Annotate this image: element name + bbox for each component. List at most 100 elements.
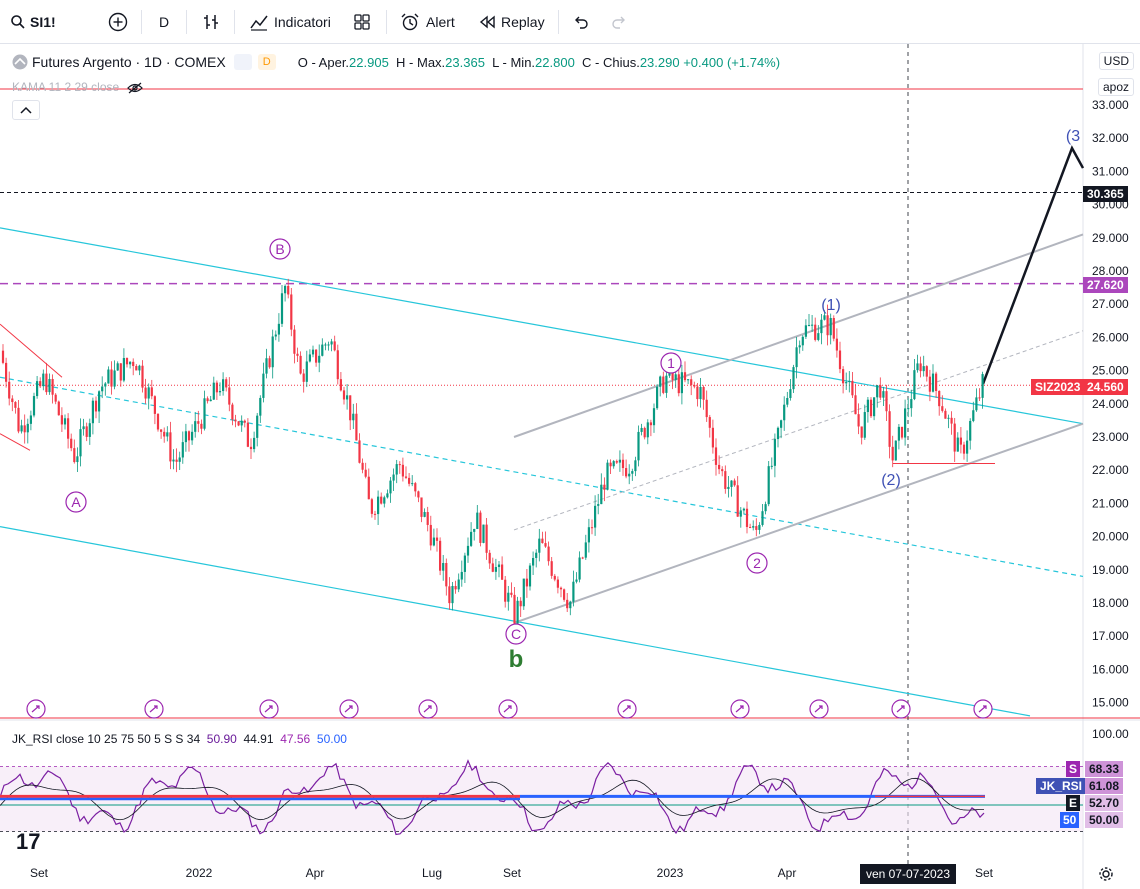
candle-body bbox=[860, 426, 863, 438]
candle-body bbox=[299, 355, 302, 374]
candle-body bbox=[758, 524, 761, 530]
candle-body bbox=[733, 480, 736, 486]
candle-body bbox=[947, 417, 950, 419]
candle-body bbox=[838, 350, 842, 370]
red-trendline-left bbox=[0, 323, 63, 378]
rewind-icon bbox=[479, 15, 495, 29]
wave-label-W2: (2) bbox=[881, 472, 901, 489]
currency-selector[interactable]: USD bbox=[1098, 52, 1134, 70]
candle-body bbox=[609, 462, 612, 467]
collapse-legend-button[interactable] bbox=[12, 100, 40, 120]
rsi-50-letter: 50 bbox=[1060, 812, 1080, 828]
candle-body bbox=[513, 594, 516, 624]
time-axis-label: Apr bbox=[306, 866, 325, 880]
high-value: 23.365 bbox=[445, 54, 485, 70]
wave-labels: A B C 1 2 b (1) (2) (3 bbox=[26, 128, 1080, 719]
interval-button[interactable]: D bbox=[159, 0, 169, 44]
candle-body bbox=[761, 511, 764, 525]
event-arrow-icon bbox=[503, 705, 512, 713]
candle-body bbox=[938, 390, 941, 407]
drawings bbox=[0, 44, 1140, 864]
price-tick-label: 19.000 bbox=[1092, 563, 1129, 577]
candle-body bbox=[318, 355, 321, 363]
candle-body bbox=[786, 397, 789, 405]
candle-body bbox=[702, 386, 705, 400]
candle-body bbox=[789, 389, 792, 398]
event-arrow-icon bbox=[735, 705, 744, 713]
wave-label-W1: (1) bbox=[821, 297, 841, 314]
candle-body bbox=[631, 471, 634, 474]
candle-body bbox=[953, 423, 956, 452]
candle-body bbox=[528, 565, 532, 587]
candle-body bbox=[699, 386, 702, 400]
candle-body bbox=[1, 350, 5, 363]
kama-indicator[interactable]: KAMA 11 2 29 close bbox=[12, 80, 143, 94]
candle-body bbox=[181, 442, 184, 458]
candle-body bbox=[271, 336, 274, 368]
scale-mode-button[interactable]: apoz bbox=[1097, 78, 1134, 96]
compare-button[interactable] bbox=[108, 0, 128, 44]
chart-area[interactable]: A B C 1 2 b (1) (2) (3 17 33.000 32.000 31.000 30.0… bbox=[0, 44, 1140, 889]
layouts-button[interactable] bbox=[353, 0, 371, 44]
candle-body bbox=[342, 390, 346, 400]
toolbar-divider bbox=[141, 10, 142, 34]
open-label: O - Aper. bbox=[297, 54, 350, 70]
indicators-button[interactable]: Indicatori bbox=[249, 0, 331, 44]
candle-body bbox=[522, 578, 525, 607]
candle-body bbox=[225, 379, 228, 388]
candle-body bbox=[547, 546, 550, 562]
redo-icon bbox=[612, 16, 625, 29]
candle-body bbox=[203, 398, 206, 429]
candle-body bbox=[891, 446, 894, 461]
price-tick-label: 27.000 bbox=[1092, 297, 1129, 311]
alert-button[interactable]: Alert bbox=[400, 0, 455, 44]
redo-button[interactable] bbox=[610, 0, 628, 44]
candle-body bbox=[287, 285, 290, 295]
chart-type-button[interactable] bbox=[201, 0, 221, 44]
candle-body bbox=[572, 581, 575, 602]
price-tick-label: 24.000 bbox=[1092, 397, 1129, 411]
candle-body bbox=[538, 538, 541, 553]
replay-button[interactable]: Replay bbox=[478, 0, 545, 44]
candle-body bbox=[566, 599, 569, 609]
wave-label-A-circle bbox=[65, 491, 87, 513]
candle-body bbox=[377, 496, 380, 515]
candle-body bbox=[144, 387, 147, 399]
candle-body bbox=[494, 567, 497, 572]
candle-body bbox=[212, 382, 215, 400]
candle-body bbox=[770, 465, 773, 467]
grid-icon bbox=[354, 14, 370, 30]
time-axis-label: 2022 bbox=[186, 866, 213, 880]
symbol-search-button[interactable]: SI1! bbox=[10, 0, 56, 44]
candle-body bbox=[432, 537, 435, 546]
candle-body bbox=[172, 459, 175, 462]
candle-body bbox=[975, 397, 978, 411]
rsi-tag-s: 68.33 bbox=[1085, 761, 1124, 777]
toolbar-divider bbox=[558, 10, 559, 34]
candle-body bbox=[711, 427, 714, 448]
chart-settings-button[interactable] bbox=[1098, 866, 1114, 887]
grey-channel-upper bbox=[513, 233, 1084, 438]
eye-off-icon[interactable] bbox=[126, 82, 143, 94]
candle-body bbox=[820, 319, 823, 334]
candle-body bbox=[773, 439, 776, 466]
time-axis-label: Set bbox=[975, 866, 994, 880]
candle-body bbox=[32, 396, 36, 416]
candle-body bbox=[876, 385, 879, 398]
candle-body bbox=[600, 484, 603, 505]
candle-body bbox=[485, 524, 488, 553]
wave-label-B-circle bbox=[269, 238, 291, 260]
candle-body bbox=[234, 419, 237, 422]
replay-label: Replay bbox=[501, 14, 545, 30]
low-label: L - Min. bbox=[492, 54, 536, 70]
candle-body bbox=[488, 552, 491, 564]
candle-body bbox=[677, 374, 680, 394]
candle-body bbox=[736, 485, 739, 517]
undo-button[interactable] bbox=[572, 0, 590, 44]
price-tag-27620: 27.620 bbox=[1083, 277, 1128, 293]
candle-body bbox=[268, 358, 271, 368]
candle-body bbox=[349, 395, 352, 421]
candle-body bbox=[346, 395, 349, 400]
candle-body bbox=[82, 426, 85, 430]
